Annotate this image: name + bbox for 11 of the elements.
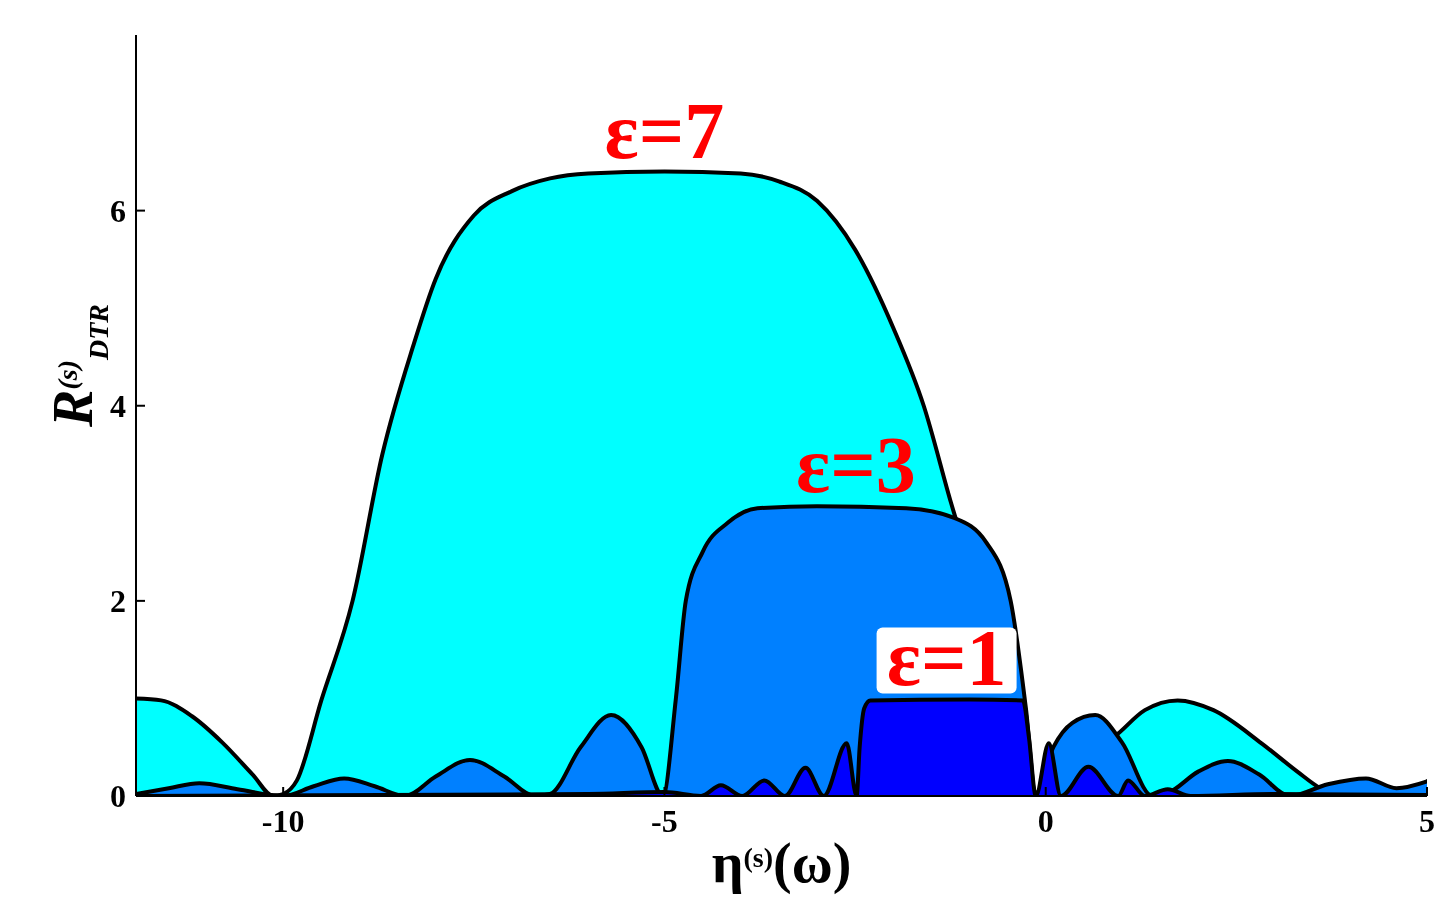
x-axis-title: η$^{(s)}$(ω) (711, 832, 852, 895)
series-label: ε=1 (886, 614, 1007, 703)
y-tick-label: 2 (110, 583, 126, 620)
series-label: ε=7 (604, 86, 725, 175)
x-tick-label: 5 (1419, 803, 1435, 839)
series-label: ε=3 (795, 421, 916, 510)
x-tick-label: -10 (261, 803, 305, 839)
x-tick-label: -5 (651, 803, 678, 839)
y-tick-label: 6 (110, 192, 126, 229)
y-tick-label: 0 (110, 778, 126, 815)
x-tick-label: 0 (1037, 803, 1054, 839)
